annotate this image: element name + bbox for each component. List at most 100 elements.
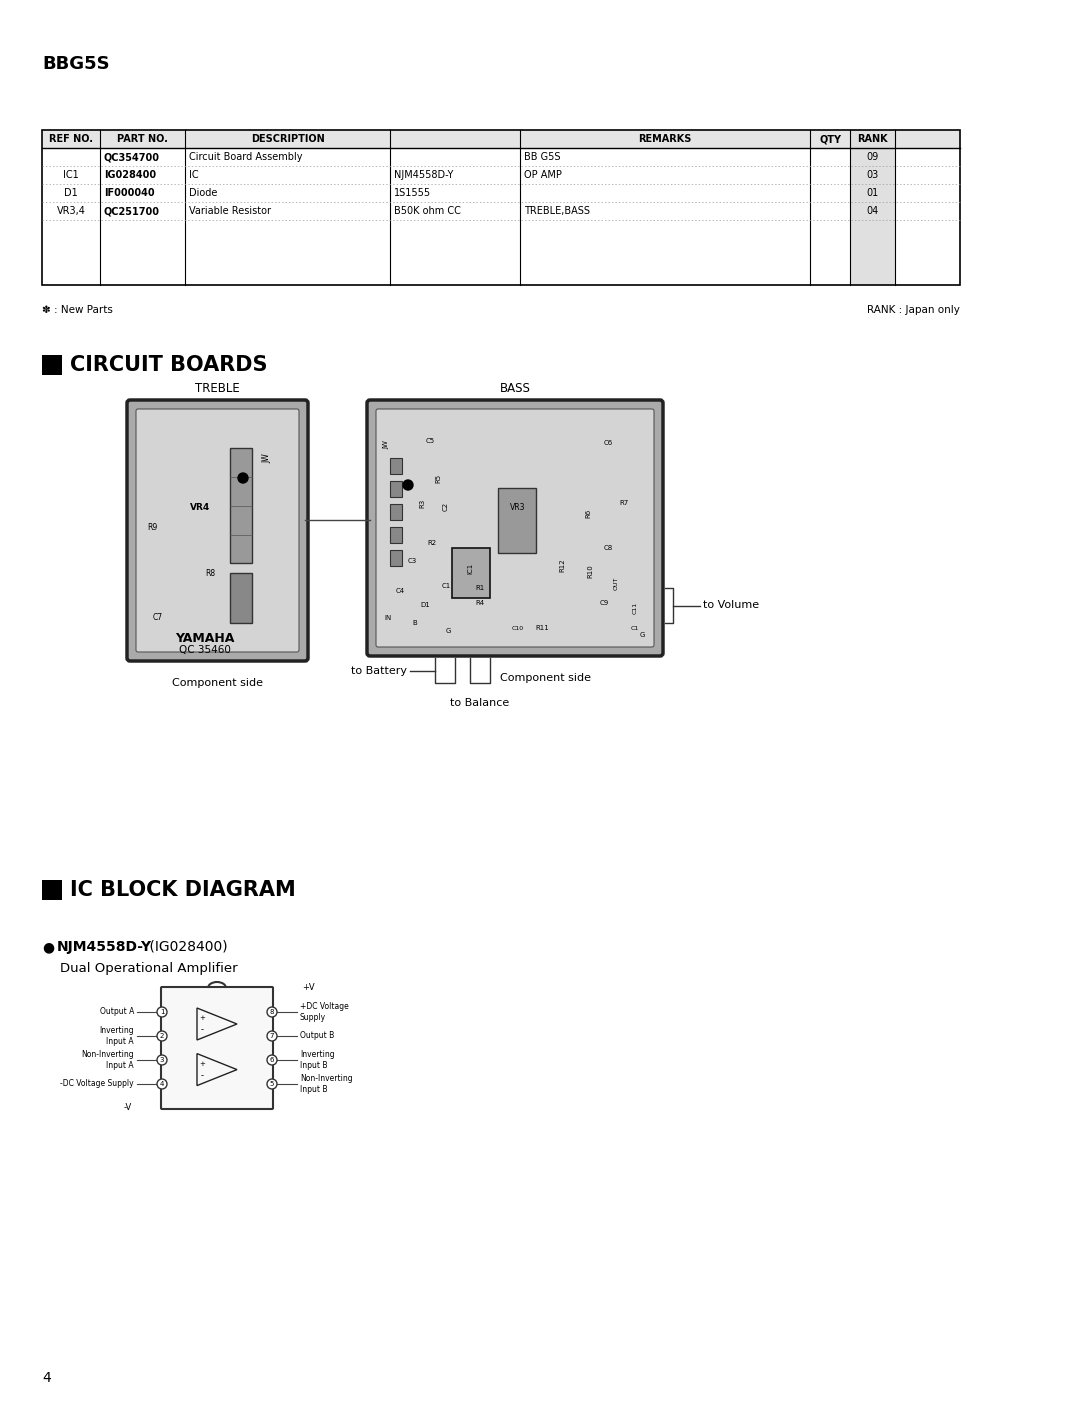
Text: IN: IN	[384, 615, 392, 620]
FancyBboxPatch shape	[367, 400, 663, 656]
Bar	[498, 488, 536, 553]
Text: to Volume: to Volume	[703, 601, 759, 611]
Text: Output A: Output A	[99, 1007, 134, 1016]
Text: QC354700: QC354700	[104, 152, 160, 162]
Text: JW: JW	[383, 440, 389, 449]
Text: CIRCUIT BOARDS: CIRCUIT BOARDS	[70, 355, 268, 376]
Text: R8: R8	[205, 568, 215, 577]
Text: Inverting
Input A: Inverting Input A	[99, 1026, 134, 1045]
Bar	[42, 129, 960, 148]
Text: RANK : Japan only: RANK : Japan only	[867, 305, 960, 315]
Text: BBG5S: BBG5S	[42, 55, 110, 73]
Bar	[390, 504, 402, 521]
Text: C1: C1	[631, 626, 639, 630]
FancyBboxPatch shape	[376, 409, 654, 647]
Text: DESCRIPTION: DESCRIPTION	[251, 134, 324, 144]
Text: OP AMP: OP AMP	[524, 170, 562, 180]
Circle shape	[157, 1031, 167, 1041]
Text: JW: JW	[262, 453, 271, 463]
Text: IG028400: IG028400	[104, 170, 157, 180]
Text: TREBLE: TREBLE	[195, 381, 240, 395]
Circle shape	[157, 1007, 167, 1017]
Bar	[230, 447, 252, 563]
Text: to Balance: to Balance	[450, 698, 510, 708]
Text: C1: C1	[442, 582, 450, 590]
Text: RANK: RANK	[858, 134, 888, 144]
Text: -: -	[201, 1026, 203, 1034]
Text: (IG028400): (IG028400)	[145, 940, 228, 954]
Text: R2: R2	[428, 540, 436, 546]
Text: +: +	[199, 1016, 205, 1021]
FancyBboxPatch shape	[136, 409, 299, 651]
Circle shape	[157, 1055, 167, 1065]
Text: IC1: IC1	[63, 170, 79, 180]
Text: QC 35460: QC 35460	[179, 644, 231, 656]
Text: 8: 8	[270, 1009, 274, 1014]
Text: 3: 3	[160, 1057, 164, 1064]
Text: C3: C3	[407, 559, 417, 564]
Circle shape	[267, 1055, 276, 1065]
Text: Non-Inverting
Input B: Non-Inverting Input B	[300, 1075, 353, 1093]
Text: -DC Voltage Supply: -DC Voltage Supply	[60, 1079, 134, 1089]
Text: 04: 04	[866, 205, 879, 217]
Text: B: B	[413, 620, 417, 626]
Text: 01: 01	[866, 189, 879, 198]
Bar	[42, 129, 960, 286]
Circle shape	[267, 1031, 276, 1041]
Text: IC1: IC1	[467, 563, 473, 574]
Text: ●: ●	[42, 940, 54, 954]
Text: 4: 4	[160, 1081, 164, 1088]
Text: R12: R12	[559, 559, 565, 571]
Text: Component side: Component side	[172, 678, 264, 688]
Bar	[850, 129, 895, 286]
Text: Output B: Output B	[300, 1031, 334, 1041]
Text: 1: 1	[160, 1009, 164, 1014]
Text: YAMAHA: YAMAHA	[175, 632, 234, 644]
Text: +V: +V	[302, 983, 314, 992]
Text: R7: R7	[619, 499, 629, 507]
Text: C6: C6	[604, 440, 612, 446]
Circle shape	[238, 473, 248, 483]
Text: 7: 7	[270, 1033, 274, 1038]
Text: +: +	[199, 1061, 205, 1067]
Text: R11: R11	[535, 625, 549, 630]
Text: BASS: BASS	[500, 381, 530, 395]
Bar	[42, 879, 62, 900]
Text: NJM4558D-Y: NJM4558D-Y	[57, 940, 152, 954]
Circle shape	[157, 1079, 167, 1089]
Text: 5: 5	[270, 1081, 274, 1088]
Text: Dual Operational Amplifier: Dual Operational Amplifier	[60, 962, 238, 975]
Text: 1S1555: 1S1555	[394, 189, 431, 198]
Text: to Battery: to Battery	[351, 666, 407, 675]
Text: 09: 09	[866, 152, 879, 162]
Text: R9: R9	[147, 523, 157, 532]
Bar	[453, 547, 490, 598]
Text: TREBLE,BASS: TREBLE,BASS	[524, 205, 590, 217]
Text: R5: R5	[435, 473, 441, 483]
Text: D1: D1	[64, 189, 78, 198]
Bar	[230, 573, 252, 623]
Text: C5: C5	[426, 438, 434, 445]
Bar	[390, 528, 402, 543]
Text: Variable Resistor: Variable Resistor	[189, 205, 271, 217]
Text: C11: C11	[633, 602, 637, 613]
Text: Non-Inverting
Input A: Non-Inverting Input A	[81, 1050, 134, 1069]
Text: D1: D1	[420, 602, 430, 608]
Text: QTY: QTY	[819, 134, 841, 144]
Text: C9: C9	[599, 599, 609, 606]
Bar	[390, 459, 402, 474]
Text: G: G	[445, 628, 450, 635]
Text: Circuit Board Assembly: Circuit Board Assembly	[189, 152, 302, 162]
Text: NJM4558D-Y: NJM4558D-Y	[394, 170, 454, 180]
Text: -: -	[201, 1071, 203, 1079]
Text: IC: IC	[189, 170, 199, 180]
Text: OUT: OUT	[613, 577, 619, 590]
Text: ✽ : New Parts: ✽ : New Parts	[42, 305, 113, 315]
Text: Diode: Diode	[189, 189, 217, 198]
Text: IC BLOCK DIAGRAM: IC BLOCK DIAGRAM	[70, 879, 296, 900]
Text: QC251700: QC251700	[104, 205, 160, 217]
Text: R10: R10	[588, 564, 593, 578]
FancyBboxPatch shape	[161, 986, 273, 1109]
Text: B50K ohm CC: B50K ohm CC	[394, 205, 461, 217]
Text: R1: R1	[475, 585, 485, 591]
